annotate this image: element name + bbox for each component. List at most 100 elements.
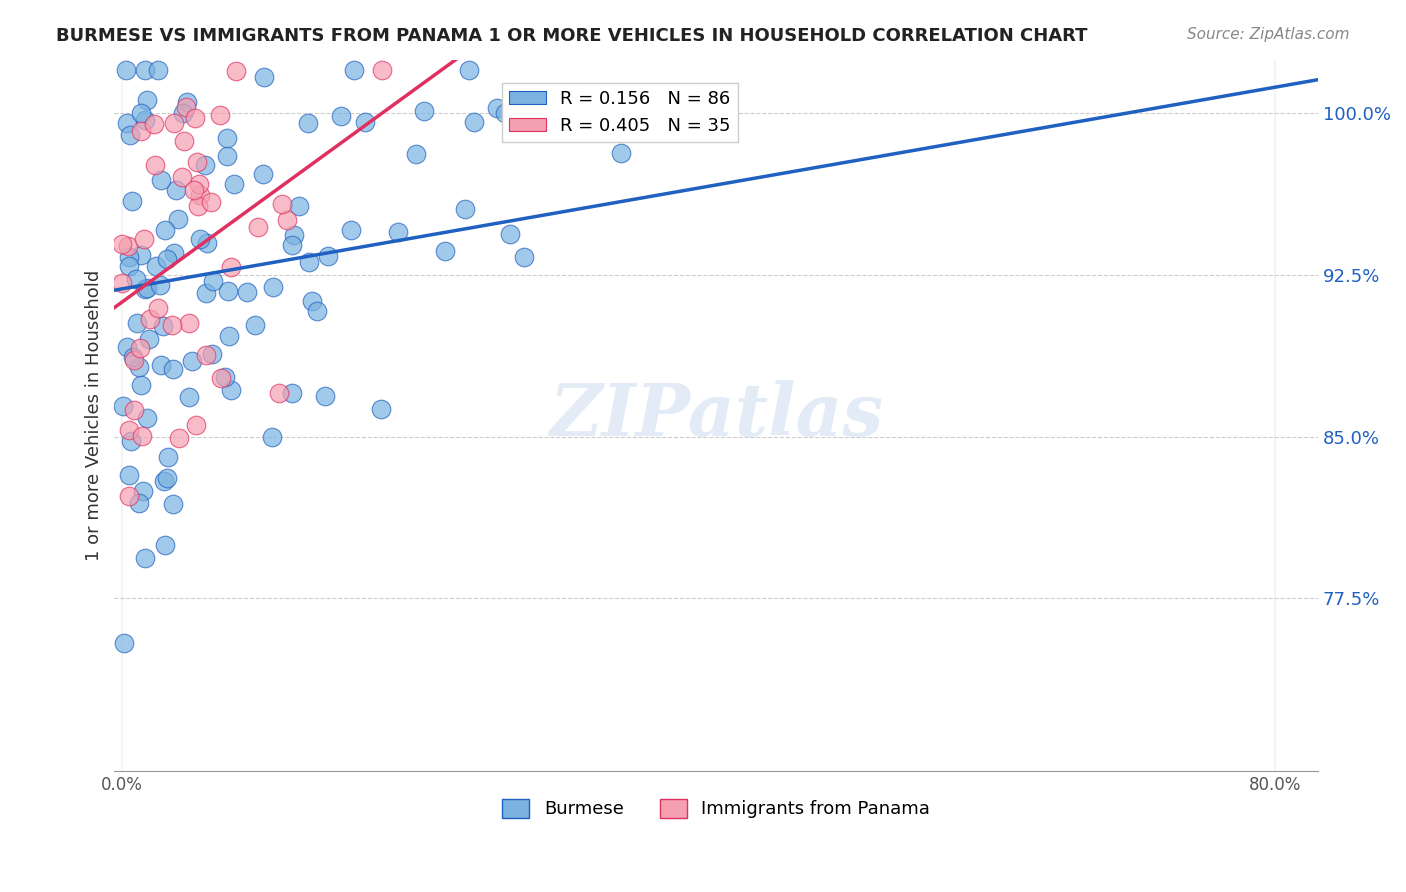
Point — [281, 237, 304, 252]
Point — [457, 63, 479, 78]
Point — [122, 351, 145, 365]
Point — [195, 348, 218, 362]
Point — [117, 250, 139, 264]
Point — [225, 64, 247, 78]
Point — [150, 172, 173, 186]
Point — [297, 116, 319, 130]
Point — [132, 232, 155, 246]
Point — [187, 177, 209, 191]
Point — [252, 70, 274, 84]
Point — [267, 385, 290, 400]
Point — [122, 403, 145, 417]
Legend: Burmese, Immigrants from Panama: Burmese, Immigrants from Panama — [495, 792, 938, 826]
Point — [112, 636, 135, 650]
Point — [167, 431, 190, 445]
Point — [215, 131, 238, 145]
Point — [209, 371, 232, 385]
Point — [214, 370, 236, 384]
Point — [177, 390, 200, 404]
Point — [180, 354, 202, 368]
Point — [283, 227, 305, 242]
Point — [276, 213, 298, 227]
Y-axis label: 1 or more Vehicles in Household: 1 or more Vehicles in Household — [86, 269, 103, 561]
Point — [136, 281, 159, 295]
Point — [183, 183, 205, 197]
Point — [412, 103, 434, 118]
Point — [146, 63, 169, 78]
Point — [115, 340, 138, 354]
Point — [118, 467, 141, 482]
Point — [132, 483, 155, 498]
Point — [190, 231, 212, 245]
Point — [165, 183, 187, 197]
Point — [215, 149, 238, 163]
Point — [145, 259, 167, 273]
Point — [301, 293, 323, 308]
Point — [129, 123, 152, 137]
Point — [371, 63, 394, 78]
Point — [135, 411, 157, 425]
Point — [121, 194, 143, 208]
Point — [271, 197, 294, 211]
Point — [288, 199, 311, 213]
Point — [209, 108, 232, 122]
Point — [129, 341, 152, 355]
Point — [184, 417, 207, 432]
Point — [515, 118, 537, 132]
Point — [152, 318, 174, 333]
Point — [149, 278, 172, 293]
Point — [125, 272, 148, 286]
Point — [434, 244, 457, 258]
Point — [219, 260, 242, 274]
Point — [297, 255, 319, 269]
Point — [120, 128, 142, 142]
Point — [688, 99, 710, 113]
Point — [153, 223, 176, 237]
Point — [262, 430, 284, 444]
Point — [184, 112, 207, 126]
Point — [329, 110, 352, 124]
Point — [494, 105, 516, 120]
Point — [134, 282, 156, 296]
Point — [120, 434, 142, 448]
Point — [201, 274, 224, 288]
Point — [281, 386, 304, 401]
Point — [172, 169, 194, 184]
Point — [194, 158, 217, 172]
Point — [246, 219, 269, 234]
Point — [340, 223, 363, 237]
Point — [128, 495, 150, 509]
Point — [138, 332, 160, 346]
Point — [134, 550, 156, 565]
Point — [143, 117, 166, 131]
Point — [163, 115, 186, 129]
Point — [129, 248, 152, 262]
Point — [370, 401, 392, 416]
Point — [354, 114, 377, 128]
Point — [263, 280, 285, 294]
Point — [125, 316, 148, 330]
Point — [146, 301, 169, 315]
Point — [224, 177, 246, 191]
Point — [172, 106, 194, 120]
Point — [195, 286, 218, 301]
Point — [243, 318, 266, 333]
Point — [314, 389, 336, 403]
Point — [114, 63, 136, 78]
Point — [162, 497, 184, 511]
Point — [405, 147, 427, 161]
Text: BURMESE VS IMMIGRANTS FROM PANAMA 1 OR MORE VEHICLES IN HOUSEHOLD CORRELATION CH: BURMESE VS IMMIGRANTS FROM PANAMA 1 OR M… — [56, 27, 1088, 45]
Point — [160, 318, 183, 332]
Point — [201, 347, 224, 361]
Point — [453, 202, 475, 216]
Point — [236, 285, 259, 299]
Point — [167, 212, 190, 227]
Point — [176, 95, 198, 110]
Point — [342, 63, 364, 78]
Point — [150, 358, 173, 372]
Point — [131, 429, 153, 443]
Point — [162, 362, 184, 376]
Point — [252, 167, 274, 181]
Point — [111, 276, 134, 290]
Point — [152, 474, 174, 488]
